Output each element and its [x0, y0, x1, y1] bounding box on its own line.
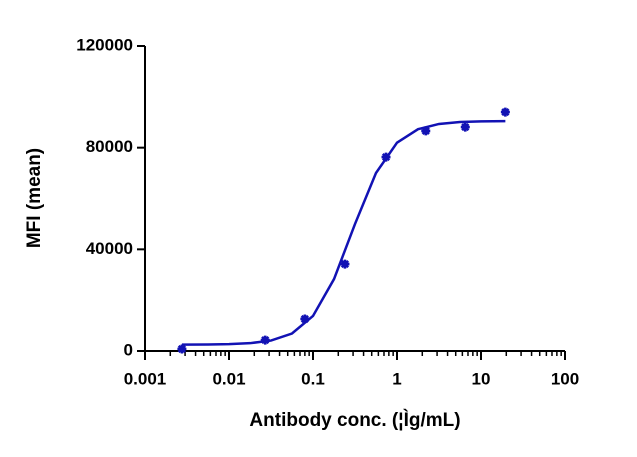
data-point	[500, 107, 510, 117]
y-tick-label: 0	[124, 340, 133, 359]
y-tick-label: 40000	[86, 239, 133, 258]
x-tick-label: 1	[392, 369, 401, 388]
x-tick-label: 0.001	[124, 369, 167, 388]
x-tick-label: 0.01	[212, 369, 245, 388]
x-tick-label: 10	[472, 369, 491, 388]
fit-curve	[181, 119, 506, 346]
y-axis-label: MFI (mean)	[24, 148, 45, 248]
data-point	[300, 314, 310, 324]
x-axis-label: Antibody conc. (¦Ìg/mL)	[249, 409, 460, 431]
y-tick-label: 80000	[86, 137, 133, 156]
data-point	[340, 259, 350, 269]
data-point	[177, 344, 187, 354]
y-tick-label: 120000	[76, 35, 133, 54]
x-tick-label: 100	[551, 369, 579, 388]
data-point	[460, 122, 470, 132]
data-point	[421, 126, 431, 136]
x-tick-label: 0.1	[301, 369, 325, 388]
